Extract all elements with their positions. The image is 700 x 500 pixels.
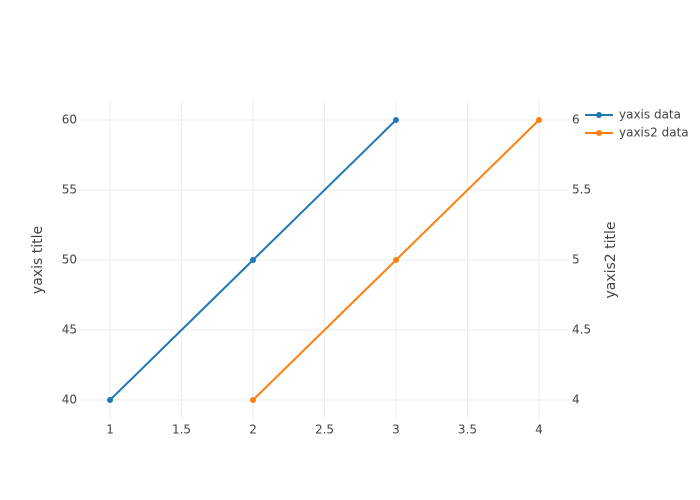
y2-tick-label: 4 [572,392,580,406]
data-point [250,396,257,403]
y2-tick-label: 4.5 [572,322,591,336]
x-tick-label: 3 [392,423,400,437]
x-tick-label: 2 [249,423,257,437]
y2-tick-label: 5.5 [572,183,591,197]
data-point [535,117,542,124]
x-tick-label: 2.5 [315,423,334,437]
x-tick-label: 4 [535,423,543,437]
y-axis-title: yaxis title [30,226,46,294]
x-tick-label: 3.5 [458,423,477,437]
x-tick-label: 1.5 [172,423,191,437]
y2-axis-title: yaxis2 title [603,221,619,298]
data-point [392,257,399,263]
data-point [107,396,114,403]
legend-label: yaxis2 data [619,126,689,140]
data-point [250,257,257,263]
y-tick-label: 40 [62,392,77,406]
y2-tick-label: 5 [572,253,580,267]
y-tick-label: 45 [62,322,77,336]
data-point [392,117,399,124]
y-tick-label: 50 [62,253,77,267]
legend-marker [596,130,602,136]
y-tick-label: 60 [62,113,77,127]
legend-label: yaxis data [619,108,681,122]
x-tick-label: 1 [106,423,114,437]
y-tick-label: 55 [62,183,77,197]
y2-tick-label: 6 [572,113,580,127]
legend-marker [596,112,602,118]
